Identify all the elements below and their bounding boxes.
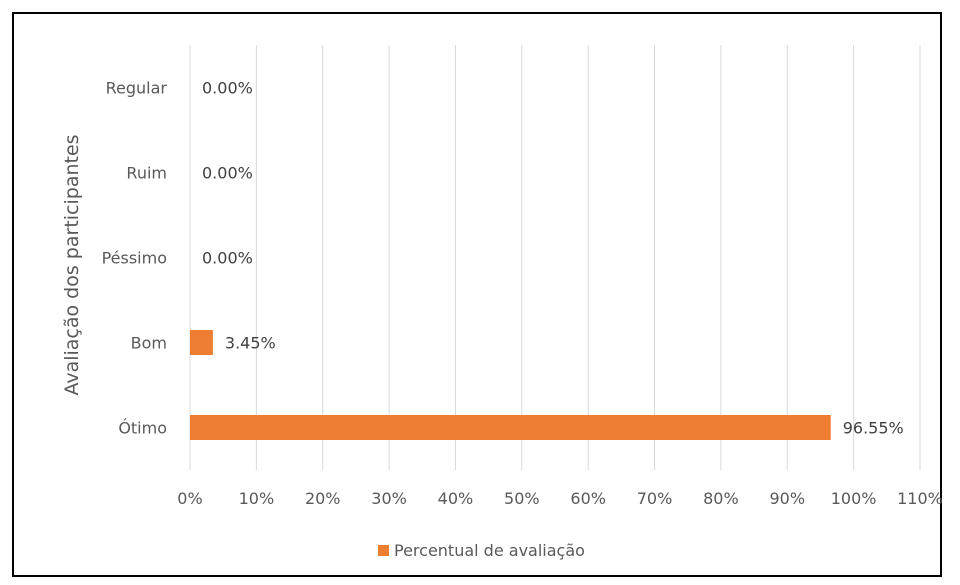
- data-label: 0.00%: [202, 164, 253, 183]
- x-tick-label: 90%: [769, 489, 805, 508]
- bar: [190, 330, 213, 355]
- data-label: 3.45%: [225, 334, 276, 353]
- x-tick-label: 30%: [371, 489, 407, 508]
- legend-swatch: [378, 545, 389, 556]
- x-tick-label: 20%: [305, 489, 341, 508]
- data-label: 0.00%: [202, 249, 253, 268]
- x-tick-label: 0%: [177, 489, 202, 508]
- data-labels: 0.00% 0.00% 0.00% 3.45% 96.55%: [202, 79, 904, 438]
- x-tick-label: 60%: [570, 489, 606, 508]
- category-label: Bom: [131, 334, 167, 353]
- category-label: Ruim: [126, 164, 167, 183]
- data-label: 96.55%: [843, 419, 904, 438]
- category-label: Regular: [106, 79, 168, 98]
- legend-entry: Percentual de avaliação: [394, 541, 585, 560]
- x-tick-label: 10%: [239, 489, 275, 508]
- x-tick-label: 80%: [703, 489, 739, 508]
- x-tick-label: 40%: [438, 489, 474, 508]
- data-label: 0.00%: [202, 79, 253, 98]
- category-labels: Regular Ruim Péssimo Bom Ótimo: [102, 79, 168, 438]
- x-tick-labels: 0% 10% 20% 30% 40% 50% 60% 70% 80% 90% 100% 110%: [177, 489, 943, 508]
- legend: Percentual de avaliação: [378, 541, 585, 560]
- category-label: Ótimo: [118, 419, 167, 438]
- x-tick-label: 70%: [637, 489, 673, 508]
- category-label: Péssimo: [102, 249, 167, 268]
- y-axis-label: Avaliação dos participantes: [61, 134, 83, 395]
- bars: [190, 330, 831, 440]
- gridlines: [189, 45, 921, 470]
- x-tick-label: 110%: [897, 489, 943, 508]
- x-tick-label: 50%: [504, 489, 540, 508]
- x-tick-label: 100%: [831, 489, 877, 508]
- bar: [190, 415, 831, 440]
